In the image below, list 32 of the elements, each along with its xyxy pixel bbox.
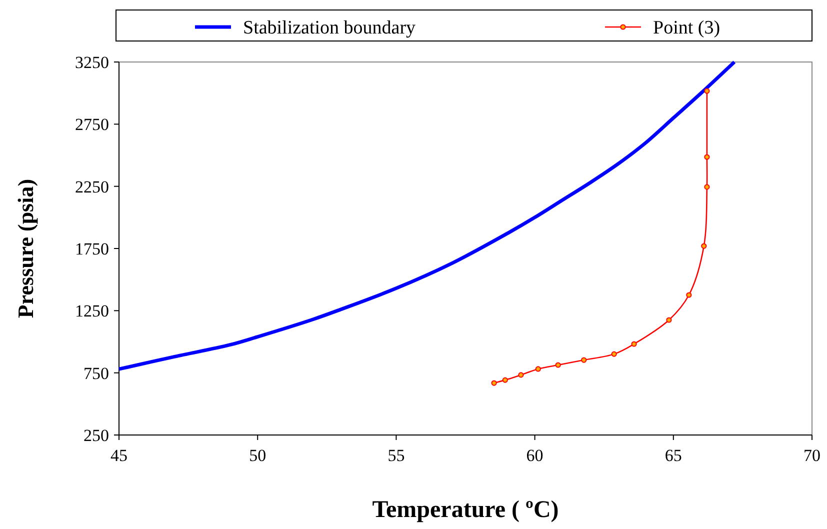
y-tick-label: 2250 — [75, 177, 109, 196]
point — [581, 357, 587, 363]
point — [704, 184, 710, 190]
point — [686, 292, 692, 298]
legend-label: Stabilization boundary — [243, 18, 416, 39]
y-axis-title: Pressure (psia) — [13, 178, 38, 318]
line-series — [117, 60, 736, 371]
y-tick-label: 750 — [84, 364, 109, 383]
x-axis-title: Temperature ( ºC) — [372, 497, 559, 523]
y-tick-label: 250 — [84, 426, 109, 445]
legend-label: Point (3) — [653, 18, 720, 39]
point — [704, 154, 710, 160]
x-tick-label: 55 — [388, 446, 405, 465]
point — [555, 362, 561, 368]
x-tick-label: 45 — [110, 446, 128, 465]
point — [491, 380, 497, 386]
y-tick-label: 3250 — [75, 52, 109, 72]
point — [611, 351, 617, 357]
x-tick-label: 70 — [804, 446, 820, 465]
y-tick-label: 1250 — [75, 302, 109, 321]
point — [704, 88, 710, 94]
point — [666, 317, 672, 323]
point — [535, 366, 541, 372]
point — [518, 372, 524, 378]
y-tick-label: 2750 — [75, 115, 109, 134]
x-tick-label: 60 — [526, 446, 544, 465]
point — [631, 341, 637, 347]
point — [502, 377, 508, 383]
x-tick-label: 50 — [249, 446, 266, 465]
y-tick-label: 1750 — [75, 239, 109, 258]
x-tick-label: 65 — [664, 446, 682, 465]
point — [701, 243, 707, 249]
